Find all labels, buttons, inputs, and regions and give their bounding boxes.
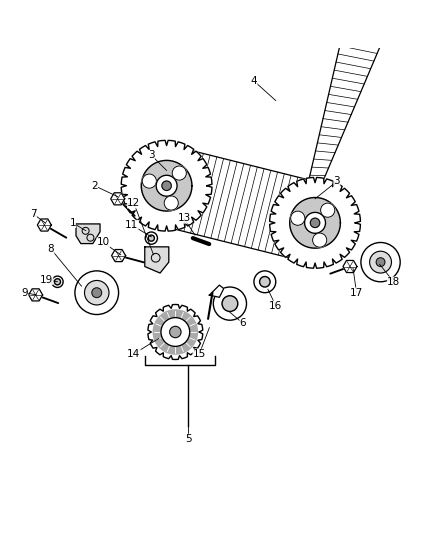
Polygon shape bbox=[37, 219, 51, 231]
Circle shape bbox=[142, 174, 156, 188]
Circle shape bbox=[313, 233, 327, 247]
Polygon shape bbox=[308, 22, 387, 183]
Circle shape bbox=[54, 279, 60, 285]
Circle shape bbox=[162, 181, 171, 190]
Circle shape bbox=[222, 296, 238, 311]
Circle shape bbox=[170, 326, 181, 338]
Text: 1: 1 bbox=[69, 218, 76, 228]
Circle shape bbox=[260, 277, 270, 287]
Text: 7: 7 bbox=[30, 209, 37, 219]
Text: 19: 19 bbox=[40, 274, 53, 285]
Polygon shape bbox=[270, 177, 360, 268]
Circle shape bbox=[361, 243, 400, 282]
Polygon shape bbox=[153, 310, 198, 354]
Circle shape bbox=[172, 166, 186, 180]
Circle shape bbox=[148, 235, 154, 241]
Text: 2: 2 bbox=[91, 181, 98, 191]
Text: 3: 3 bbox=[148, 150, 155, 160]
Polygon shape bbox=[76, 224, 100, 244]
Polygon shape bbox=[141, 160, 192, 211]
Polygon shape bbox=[121, 140, 212, 231]
Text: 11: 11 bbox=[125, 220, 138, 230]
Circle shape bbox=[254, 271, 276, 293]
Text: 4: 4 bbox=[251, 76, 257, 86]
Text: 15: 15 bbox=[193, 349, 206, 359]
Polygon shape bbox=[343, 261, 357, 272]
Text: 9: 9 bbox=[21, 288, 28, 298]
Polygon shape bbox=[157, 147, 325, 262]
Circle shape bbox=[85, 280, 109, 305]
Circle shape bbox=[161, 318, 190, 346]
Circle shape bbox=[213, 287, 247, 320]
Circle shape bbox=[164, 196, 178, 210]
Polygon shape bbox=[111, 193, 125, 205]
Circle shape bbox=[145, 232, 157, 244]
Circle shape bbox=[291, 211, 305, 225]
Text: 17: 17 bbox=[350, 288, 363, 298]
Text: 5: 5 bbox=[185, 434, 192, 444]
Text: 6: 6 bbox=[240, 318, 246, 328]
Circle shape bbox=[52, 276, 63, 287]
Circle shape bbox=[321, 203, 335, 217]
Circle shape bbox=[311, 218, 320, 228]
Circle shape bbox=[92, 288, 102, 297]
Polygon shape bbox=[28, 289, 42, 301]
Polygon shape bbox=[112, 249, 126, 262]
Text: 12: 12 bbox=[127, 198, 141, 208]
Circle shape bbox=[75, 271, 119, 314]
Circle shape bbox=[376, 258, 385, 266]
Text: 18: 18 bbox=[387, 277, 400, 287]
Text: 3: 3 bbox=[334, 176, 340, 187]
Text: 8: 8 bbox=[48, 244, 54, 254]
Polygon shape bbox=[209, 285, 224, 297]
Text: 13: 13 bbox=[177, 214, 191, 223]
Circle shape bbox=[370, 251, 392, 273]
Circle shape bbox=[156, 175, 177, 196]
Polygon shape bbox=[145, 247, 169, 273]
Text: 16: 16 bbox=[269, 301, 283, 311]
Text: 14: 14 bbox=[127, 349, 141, 359]
Text: 10: 10 bbox=[97, 238, 110, 247]
Polygon shape bbox=[290, 198, 340, 248]
Circle shape bbox=[304, 212, 325, 233]
Polygon shape bbox=[148, 304, 203, 359]
